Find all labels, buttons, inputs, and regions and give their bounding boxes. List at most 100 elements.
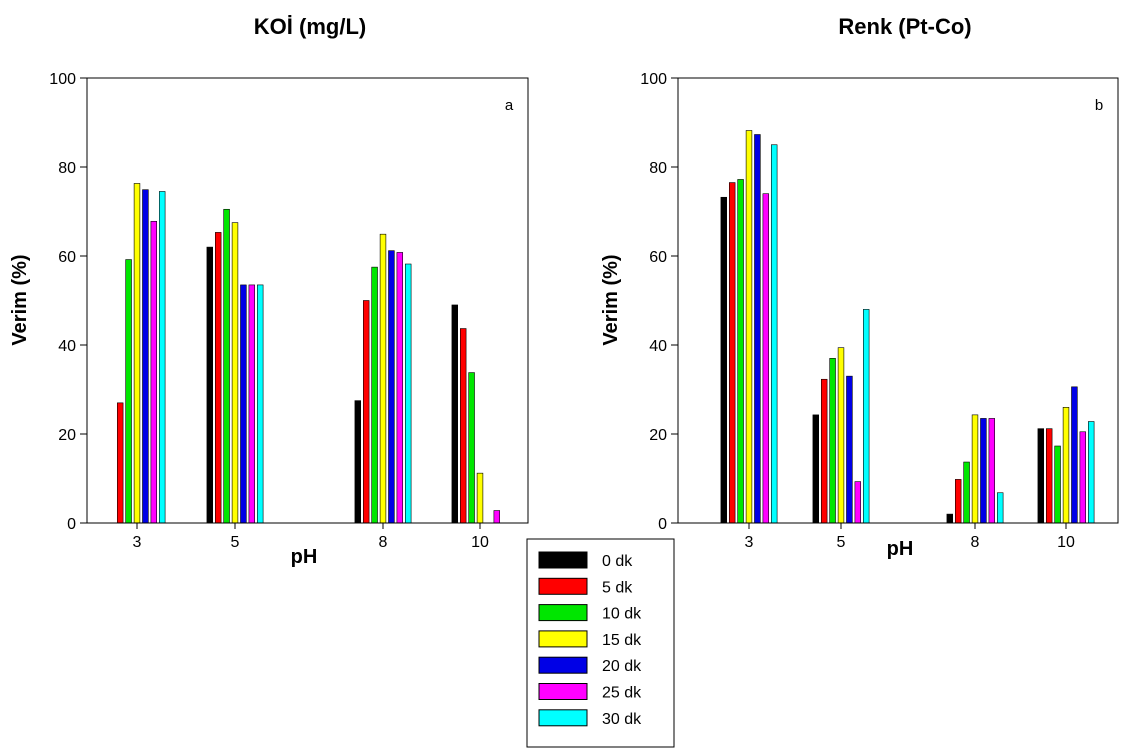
- y-tick-label: 80: [649, 160, 667, 177]
- bar-10-0dk: [451, 304, 458, 524]
- chart-a-xlabel: pH: [291, 546, 318, 568]
- x-tick-label: 5: [231, 534, 240, 551]
- bar-5-25dk: [854, 481, 862, 524]
- chart-b-xlabel: pH: [887, 538, 914, 560]
- y-tick-label: 40: [58, 338, 76, 355]
- bar-10-10dk: [1054, 445, 1061, 524]
- bar-3-25dk: [762, 193, 770, 524]
- bar-5-20dk: [846, 375, 853, 524]
- chart-a-panel-label: a: [505, 97, 514, 114]
- y-tick-label: 80: [58, 160, 76, 177]
- bar-3-0dk: [720, 196, 728, 524]
- bar-3-20dk: [754, 134, 761, 524]
- legend-label-10dk: 10 dk: [602, 606, 642, 623]
- legend-swatch-5dk: [538, 577, 588, 595]
- bar-3-10dk: [125, 259, 132, 524]
- chart-b-ylabel: Verim (%): [600, 254, 622, 345]
- legend-swatch-30dk: [538, 709, 588, 727]
- chart-b-panel-label: b: [1095, 97, 1103, 114]
- bar-8-0dk: [946, 513, 954, 524]
- chart-b-title: Renk (Pt-Co): [838, 14, 971, 39]
- bar-5-0dk: [812, 414, 820, 524]
- bar-10-25dk: [493, 510, 500, 524]
- y-tick-label: 100: [640, 71, 667, 88]
- bar-10-5dk: [459, 328, 467, 524]
- x-tick-label: 3: [745, 534, 754, 551]
- x-tick-label: 8: [379, 534, 388, 551]
- bar-10-0dk: [1037, 428, 1045, 524]
- bar-8-0dk: [354, 400, 361, 524]
- y-tick-label: 40: [649, 338, 667, 355]
- bar-3-15dk: [133, 183, 141, 524]
- bar-8-10dk: [371, 266, 378, 524]
- bar-5-10dk: [223, 208, 230, 524]
- legend-label-25dk: 25 dk: [602, 685, 642, 702]
- bar-5-5dk: [215, 232, 222, 524]
- chart-a-title: KOİ (mg/L): [254, 14, 366, 39]
- y-tick-label: 20: [58, 427, 76, 444]
- x-tick-label: 10: [1057, 534, 1075, 551]
- legend-label-5dk: 5 dk: [602, 579, 633, 596]
- bar-10-10dk: [468, 372, 475, 524]
- bar-8-30dk: [996, 492, 1004, 524]
- y-tick-label: 20: [649, 427, 667, 444]
- bar-8-25dk: [396, 252, 403, 524]
- bar-8-20dk: [388, 250, 395, 524]
- legend-swatch-20dk: [538, 656, 588, 674]
- chart-b-plot: 0 20 40 60 80 100 3 5 8 10: [640, 71, 1119, 551]
- y-tick-label: 0: [67, 516, 76, 533]
- bar-8-5dk: [954, 479, 962, 524]
- bar-5-30dk: [862, 309, 870, 524]
- bar-10-25dk: [1079, 431, 1087, 524]
- x-tick-label: 10: [471, 534, 489, 551]
- bar-3-20dk: [142, 189, 149, 524]
- bar-10-15dk: [476, 472, 484, 524]
- legend-label-0dk: 0 dk: [602, 553, 633, 570]
- bar-5-25dk: [248, 284, 255, 524]
- bar-8-15dk: [971, 414, 979, 524]
- x-tick-label: 8: [971, 534, 980, 551]
- bar-10-5dk: [1046, 428, 1053, 524]
- y-tick-label: 60: [649, 249, 667, 266]
- legend-label-15dk: 15 dk: [602, 632, 642, 649]
- plot-frame: [677, 77, 1119, 524]
- legend-swatch-15dk: [538, 630, 588, 648]
- legend-swatch-25dk: [538, 683, 588, 700]
- bar-5-5dk: [820, 378, 828, 524]
- bar-3-30dk: [159, 191, 166, 524]
- y-tick-label: 0: [658, 516, 667, 533]
- bar-3-25dk: [150, 220, 157, 524]
- legend-label-30dk: 30 dk: [602, 711, 642, 728]
- bar-3-30dk: [770, 144, 778, 524]
- bar-8-30dk: [404, 263, 412, 524]
- bar-10-20dk: [1071, 386, 1078, 524]
- bar-8-15dk: [379, 233, 387, 524]
- plot-frame: [86, 77, 529, 524]
- bar-10-30dk: [1088, 421, 1095, 524]
- chart-a-plot: 0 20 40 60 80 100 3 5 8 10: [49, 71, 529, 551]
- bar-3-5dk: [728, 182, 736, 524]
- bar-3-10dk: [737, 179, 744, 524]
- bar-5-0dk: [206, 246, 213, 524]
- bar-5-20dk: [240, 284, 247, 524]
- bar-8-5dk: [362, 300, 370, 524]
- bar-5-15dk: [837, 347, 845, 524]
- bar-5-30dk: [256, 284, 264, 524]
- bar-5-15dk: [231, 222, 239, 524]
- bar-8-10dk: [963, 461, 970, 524]
- legend: 0 dk 5 dk 10 dk 15 dk 20 dk 25 dk 30 dk: [526, 538, 675, 748]
- bar-8-25dk: [988, 418, 996, 524]
- y-tick-label: 100: [49, 71, 76, 88]
- bar-3-15dk: [745, 130, 753, 524]
- legend-swatch-10dk: [538, 604, 588, 622]
- legend-label-20dk: 20 dk: [602, 658, 642, 675]
- x-tick-label: 3: [133, 534, 142, 551]
- y-tick-label: 60: [58, 249, 76, 266]
- bar-5-10dk: [829, 358, 836, 524]
- bar-3-5dk: [117, 402, 124, 524]
- x-tick-label: 5: [837, 534, 846, 551]
- bar-8-20dk: [980, 418, 987, 524]
- legend-swatch-0dk: [538, 551, 588, 569]
- bar-10-15dk: [1062, 406, 1070, 524]
